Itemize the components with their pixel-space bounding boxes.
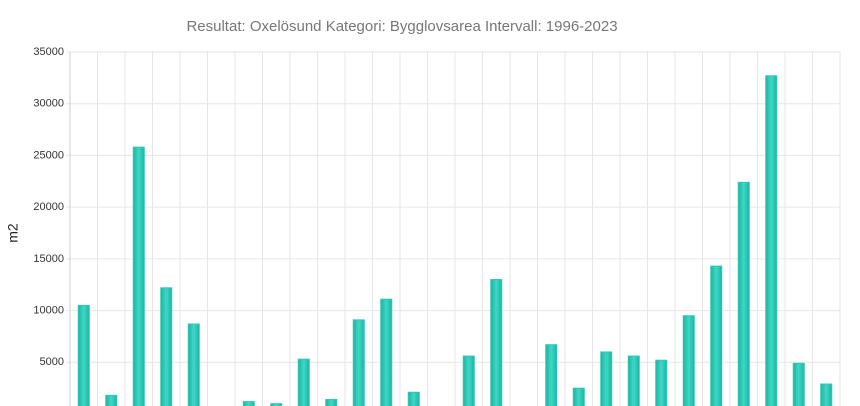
bar (490, 279, 503, 406)
y-tick-label: 25000 (33, 149, 64, 161)
y-tick-label: 35000 (33, 46, 64, 58)
bar (352, 319, 365, 406)
bar (627, 355, 640, 406)
bar (710, 265, 723, 406)
y-tick-label: 10000 (33, 304, 64, 316)
bar (462, 355, 475, 406)
bar (77, 304, 90, 406)
bar (380, 298, 393, 406)
bar (737, 181, 750, 406)
bar (160, 287, 173, 406)
bar (792, 362, 805, 406)
y-tick-label: 30000 (33, 98, 64, 110)
bar (545, 344, 558, 406)
bar (132, 146, 145, 406)
bar (407, 391, 420, 406)
bar (600, 351, 613, 406)
bar (325, 399, 338, 406)
bar (105, 394, 118, 406)
bar (242, 401, 255, 406)
bar (187, 323, 200, 406)
chart-title: Resultat: Oxelösund Kategori: Bygglovsar… (186, 18, 617, 35)
bar (820, 383, 833, 406)
y-tick-label: 5000 (40, 356, 64, 368)
y-tick-label: 15000 (33, 253, 64, 265)
bar (765, 75, 778, 406)
bar (682, 315, 695, 406)
y-axis-label: m2 (5, 223, 21, 243)
bar (270, 403, 283, 406)
bar (655, 359, 668, 406)
bar (297, 358, 310, 406)
y-tick-label: 20000 (33, 201, 64, 213)
bar (572, 387, 585, 406)
